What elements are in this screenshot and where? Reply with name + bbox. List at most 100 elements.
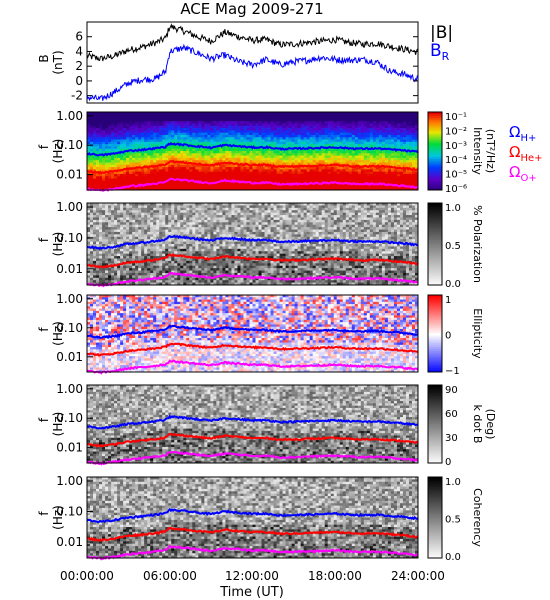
spectrogram-4 xyxy=(87,385,419,464)
legend-BR-sub: R xyxy=(442,50,450,63)
spectrogram-frame-1 xyxy=(86,111,419,191)
b-ytick-label: 4 xyxy=(75,44,83,58)
f-tick-label: 0.10 xyxy=(56,231,83,245)
colorbar-tick-label: 10⁻⁴ xyxy=(445,155,467,166)
gyro-line-O-5 xyxy=(86,544,419,561)
f-ylabel: f xyxy=(37,417,51,422)
colorbar-tick-label: 30 xyxy=(445,433,458,444)
f-tick-label: 0.10 xyxy=(56,411,83,425)
gyro-line-O-3 xyxy=(86,359,419,375)
colorbar-label: (nT²/Hz) xyxy=(484,129,497,173)
colorbar-tick-label: 10⁻⁶ xyxy=(445,184,467,195)
colorbar-2 xyxy=(428,203,442,286)
colorbar-tick-label: 0.0 xyxy=(445,552,461,563)
spectrogram-1 xyxy=(87,112,419,191)
colorbar-tick-label: 1.0 xyxy=(445,477,461,488)
colorbar-frame-3 xyxy=(427,294,443,373)
colorbar-1 xyxy=(428,112,442,191)
legend-omega-O: ΩO+ xyxy=(509,163,537,184)
legend-omega-H: ΩH+ xyxy=(509,123,536,144)
legend-omega-He: ΩHe+ xyxy=(509,143,543,164)
time-tick-4: 24:00:00 xyxy=(391,569,445,583)
colorbar-tick-label: 0 xyxy=(445,457,451,468)
spectrogram-frame-5 xyxy=(86,476,419,559)
time-tick-2: 12:00:00 xyxy=(225,569,279,583)
b-panel-frame xyxy=(86,21,419,104)
b-ylabel: B xyxy=(37,54,51,62)
gyro-line-O-4 xyxy=(86,450,419,466)
f-yunits: (Hz) xyxy=(51,412,65,437)
f-ylabel: f xyxy=(37,237,51,242)
colorbar-label: % Polarization xyxy=(471,205,484,283)
f-ylabel: f xyxy=(37,511,51,516)
f-yunits: (Hz) xyxy=(51,232,65,257)
colorbar-tick-label: 0 xyxy=(445,331,451,342)
gyro-line-He-2 xyxy=(86,252,419,269)
colorbar-tick-label: 1 xyxy=(445,295,451,306)
legend-absB: |B| xyxy=(430,23,453,43)
spectrogram-frame-4 xyxy=(86,384,419,464)
spectrogram-frame-2 xyxy=(86,202,419,286)
colorbar-tick-label: 10⁻¹ xyxy=(445,112,467,123)
gyro-line-He-4 xyxy=(86,432,419,448)
f-tick-label: 0.10 xyxy=(56,505,83,519)
b-ytick-label: -2 xyxy=(71,89,83,103)
colorbar-label: (Deg) xyxy=(484,409,497,440)
colorbar-frame-5 xyxy=(427,476,443,559)
f-tick-label: 0.10 xyxy=(56,138,83,152)
colorbar-tick-label: 10⁻⁵ xyxy=(445,170,467,181)
f-tick-label: 1.00 xyxy=(56,382,83,396)
b-ytick-label: 6 xyxy=(75,30,83,44)
f-tick-label: 0.01 xyxy=(56,535,83,549)
f-tick-label: 1.00 xyxy=(56,474,83,488)
b-series-absB xyxy=(86,23,419,62)
f-tick-label: 0.01 xyxy=(56,350,83,364)
gyro-line-He-1 xyxy=(86,159,419,176)
colorbar-tick-label: −1 xyxy=(445,366,460,377)
colorbar-label: k dot B xyxy=(471,405,484,444)
colorbar-3 xyxy=(428,295,442,373)
gyro-line-H-5 xyxy=(86,507,419,524)
time-tick-3: 18:00:00 xyxy=(308,569,362,583)
f-yunits: (Hz) xyxy=(51,505,65,530)
colorbar-frame-2 xyxy=(427,202,443,286)
f-tick-label: 0.10 xyxy=(56,321,83,335)
f-ylabel: f xyxy=(37,327,51,332)
colorbar-tick-label: 10⁻³ xyxy=(445,141,467,152)
f-yunits: (Hz) xyxy=(51,321,65,346)
b-series-BR xyxy=(86,43,419,102)
colorbar-frame-1 xyxy=(427,111,443,191)
spectrogram-frame-3 xyxy=(86,294,419,373)
f-yunits: (Hz) xyxy=(51,139,65,164)
b-ytick-label: 0 xyxy=(75,74,83,88)
spectrogram-5 xyxy=(87,477,419,559)
colorbar-tick-label: 60 xyxy=(445,409,458,420)
colorbar-4 xyxy=(428,385,442,464)
colorbar-tick-label: 90 xyxy=(445,385,458,396)
colorbar-tick-label: 10⁻² xyxy=(445,126,467,137)
f-tick-label: 1.00 xyxy=(56,109,83,123)
f-tick-label: 1.00 xyxy=(56,292,83,306)
gyro-line-O-2 xyxy=(86,271,419,288)
colorbar-tick-label: 0.5 xyxy=(445,241,461,252)
colorbar-frame-4 xyxy=(427,384,443,464)
colorbar-5 xyxy=(428,477,442,559)
colorbar-tick-label: 0.5 xyxy=(445,515,461,526)
gyro-line-H-4 xyxy=(86,414,419,430)
colorbar-label: Intensity xyxy=(471,127,484,175)
gyro-line-He-5 xyxy=(86,526,419,542)
time-axis-label: Time (UT) xyxy=(219,585,284,600)
gyro-line-O-1 xyxy=(86,177,419,192)
f-tick-label: 0.01 xyxy=(56,441,83,455)
f-tick-label: 0.01 xyxy=(56,168,83,182)
legend-BR: BR xyxy=(430,41,450,63)
spectrogram-3 xyxy=(87,295,419,373)
f-tick-label: 0.01 xyxy=(56,262,83,276)
gyro-line-H-2 xyxy=(86,234,419,251)
f-ylabel: f xyxy=(37,144,51,149)
gyro-line-H-1 xyxy=(86,141,419,157)
time-tick-0: 00:00:00 xyxy=(60,569,114,583)
f-tick-label: 1.00 xyxy=(56,200,83,214)
b-yunits: (nT) xyxy=(51,50,65,74)
